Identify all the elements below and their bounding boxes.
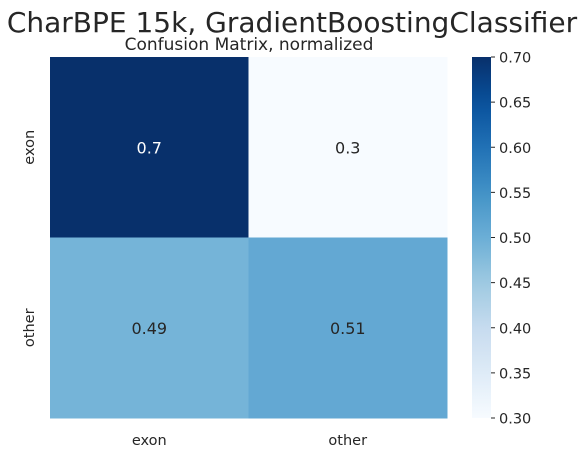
colorbar-tick-label: 0.50 <box>499 231 531 247</box>
colorbar: 0.30 0.35 0.40 0.45 0.50 0.55 0.60 0.65 0.70 <box>472 51 531 428</box>
heatmap-grid: 0.7 0.3 0.49 0.51 exon other exon other <box>22 57 448 449</box>
heatmap-cell-other-other <box>248 237 448 419</box>
y-tick-label: other <box>22 308 38 347</box>
chart-title: Confusion Matrix, normalized <box>125 35 374 55</box>
colorbar-tick-label: 0.65 <box>499 96 531 112</box>
cell-value-label: 0.51 <box>330 319 366 338</box>
y-tick-label: exon <box>22 130 38 165</box>
colorbar-tick-label: 0.35 <box>499 366 531 382</box>
x-tick-label: other <box>328 433 367 449</box>
figure-title: CharBPE 15k, GradientBoostingClassifier <box>7 6 578 39</box>
cell-value-label: 0.7 <box>137 138 162 157</box>
heatmap-cell-other-exon <box>50 237 249 419</box>
colorbar-tick-label: 0.55 <box>499 186 531 202</box>
colorbar-tick-label: 0.40 <box>499 321 531 337</box>
x-tick-label: exon <box>132 433 167 449</box>
colorbar-tick-label: 0.30 <box>499 412 531 428</box>
heatmap-cell-exon-exon <box>50 57 249 238</box>
colorbar-tick-label: 0.45 <box>499 276 531 292</box>
cell-value-label: 0.3 <box>335 138 360 157</box>
colorbar-tick-label: 0.70 <box>499 51 531 67</box>
heatmap-cell-exon-other <box>248 57 448 238</box>
cell-value-label: 0.49 <box>131 319 167 338</box>
colorbar-gradient <box>472 57 491 418</box>
colorbar-tick-label: 0.60 <box>499 141 531 157</box>
